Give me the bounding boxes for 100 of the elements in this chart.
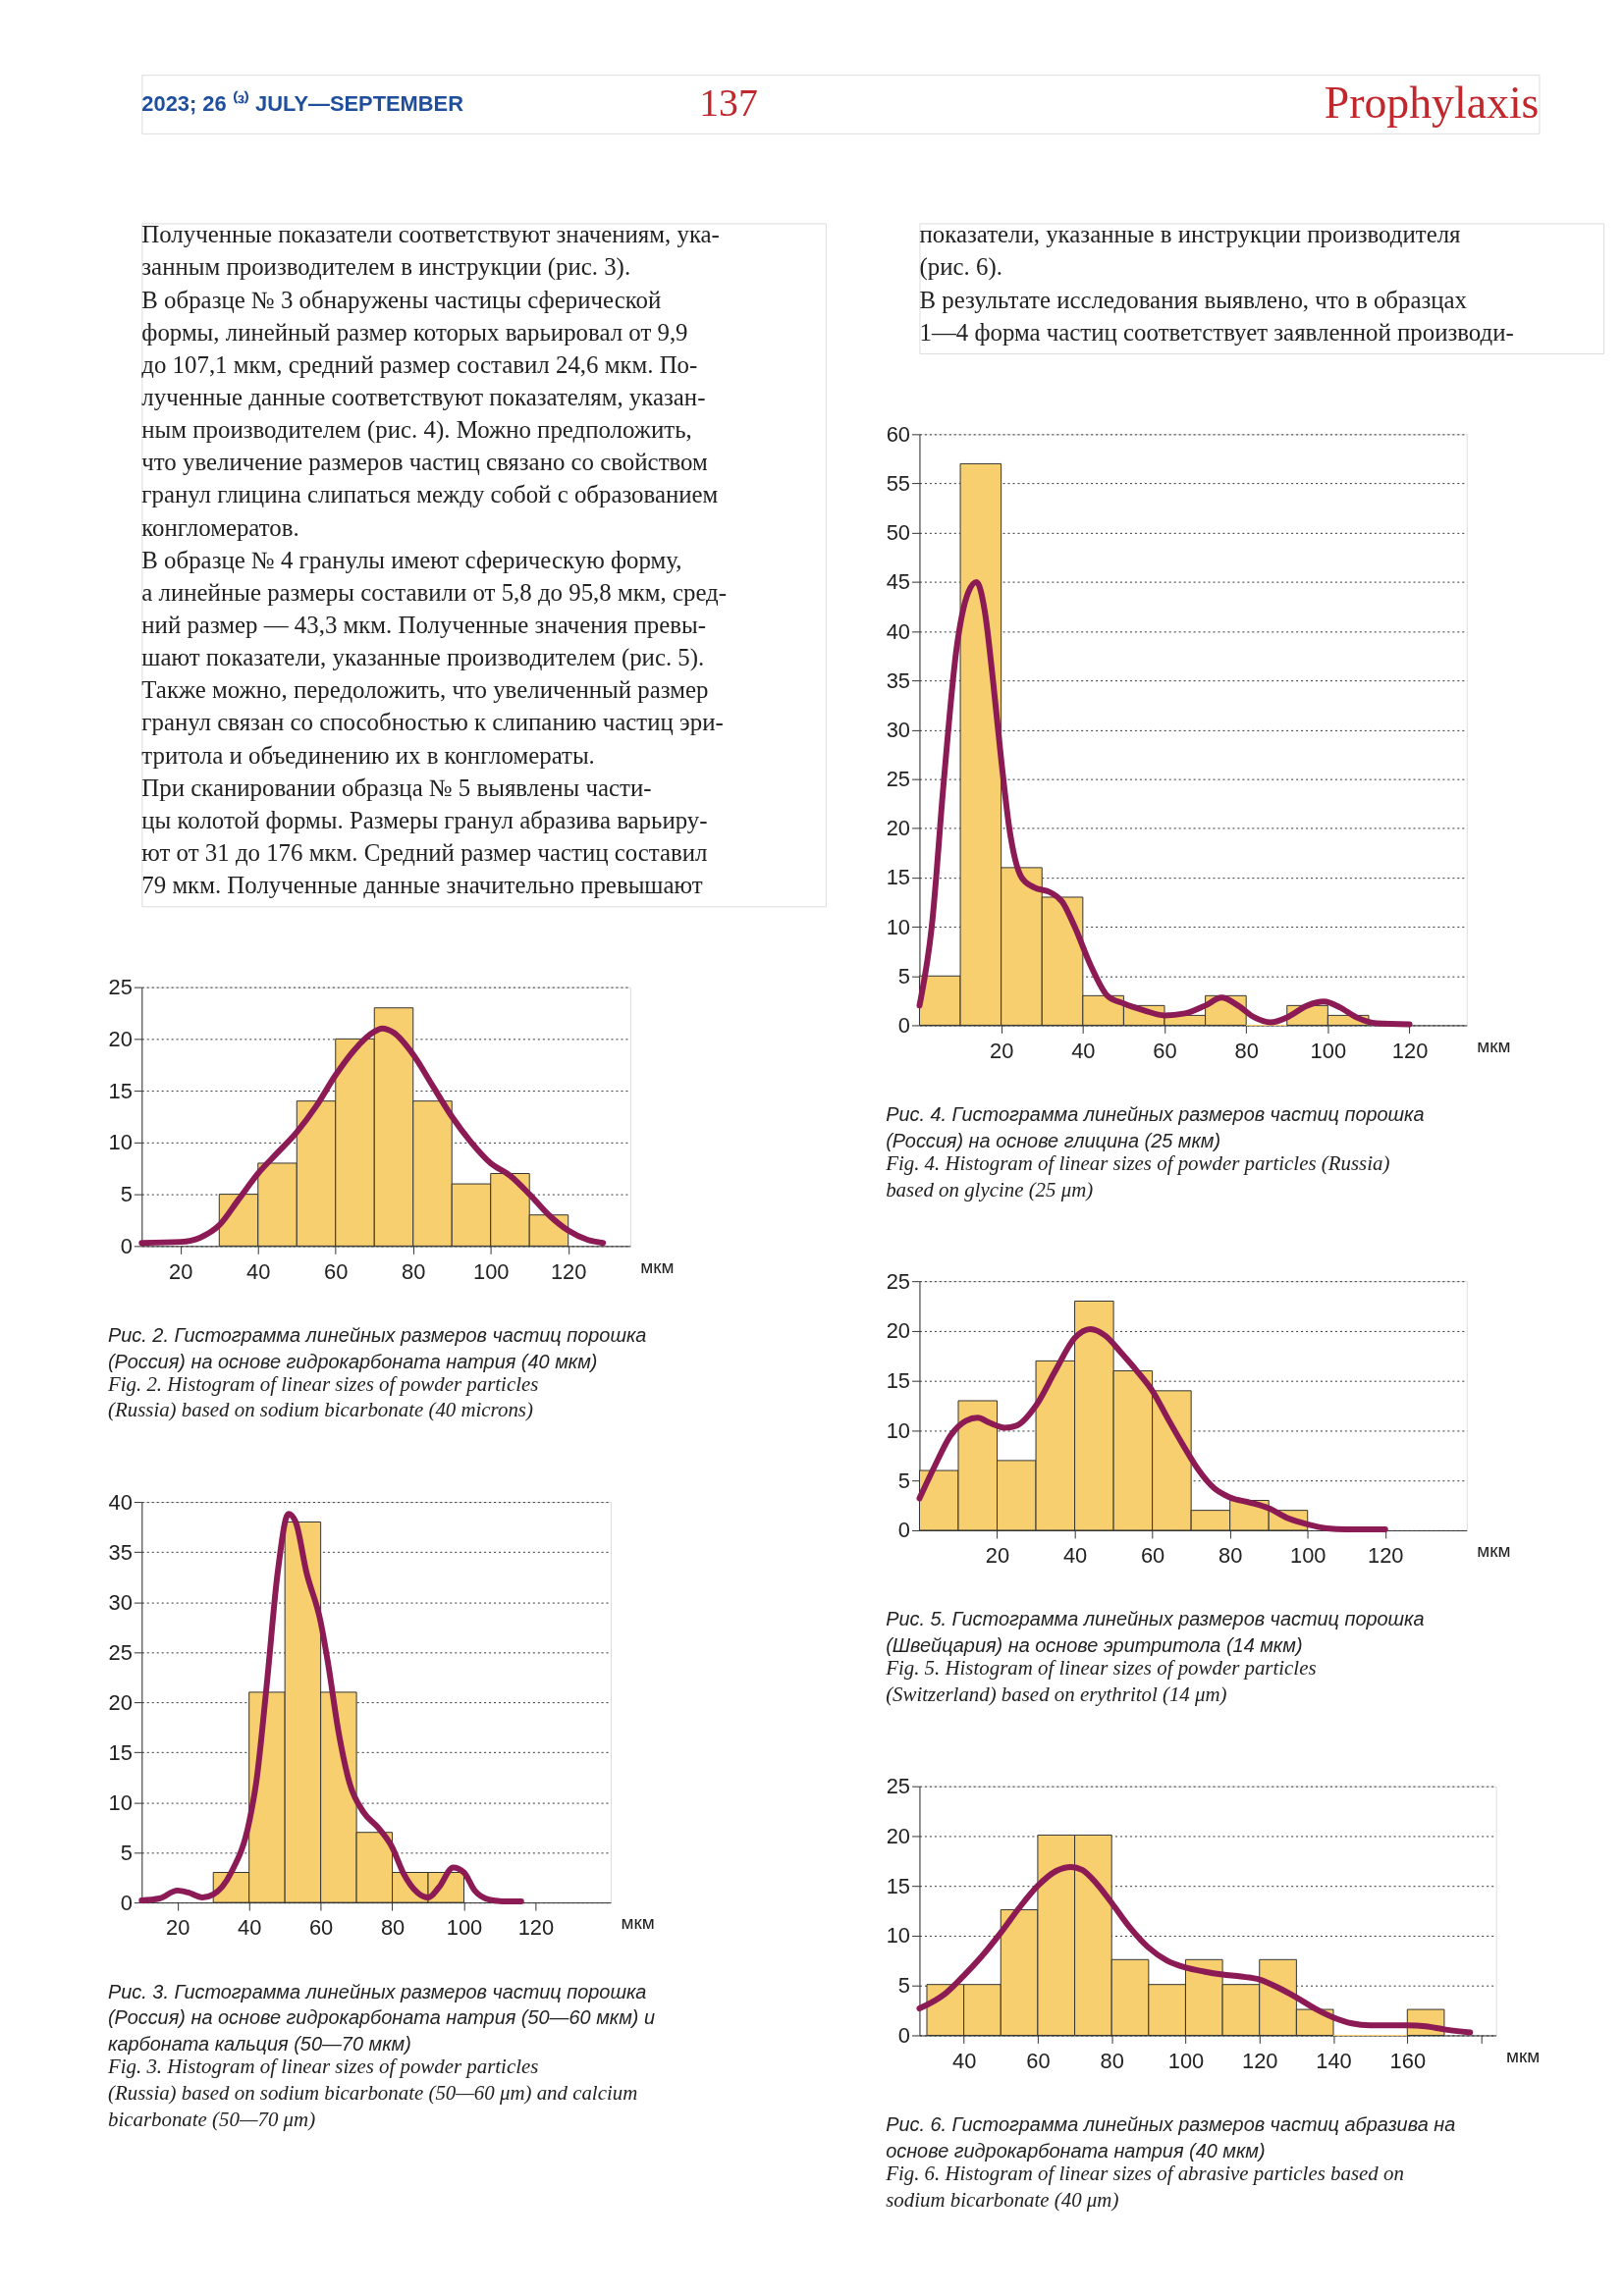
x-tick-label: 20 xyxy=(985,1543,1010,1569)
y-tick-label: 20 xyxy=(108,1689,133,1715)
x-tick-label: 20 xyxy=(166,1915,190,1941)
text: Fig. 4. Histogram of linear sizes of powder particles (Russia) based on glycine (25 μm) xyxy=(885,1150,1390,1201)
x-tick-label: 100 xyxy=(1310,1038,1347,1063)
x-tick-label: 120 xyxy=(1391,1038,1429,1063)
text: Fig. 2. Histogram of linear sizes of powder particles (Russia) based on sodium bicarbonate (40 microns) xyxy=(107,1371,539,1422)
x-tick-label: 60 xyxy=(1140,1543,1165,1569)
y-tick-label: 55 xyxy=(886,470,911,496)
x-tick-label: 20 xyxy=(989,1038,1014,1063)
text: 2023; 26 ⁽³⁾ JULY—SEPTEMBER xyxy=(141,89,464,116)
y-tick-label: 15 xyxy=(886,1873,911,1898)
x-tick-label: 140 xyxy=(1316,2048,1352,2073)
text: занным производителем в инструкции (рис. 3). xyxy=(141,253,631,282)
text: тритола и объединению их в конгломераты. xyxy=(141,741,595,769)
y-tick-label: 10 xyxy=(886,1417,911,1443)
text: Fig. 3. Histogram of linear sizes of powder particles (Russia) based on sodium bicarbonate (50—60 μm) and calcium bicarbonate (50—70 μm) xyxy=(107,2055,638,2132)
text: ют от 31 до 176 мкм. Средний размер частиц составил xyxy=(141,838,708,866)
y-tick-label: 5 xyxy=(897,1468,911,1493)
text: лученные данные соответствуют показателям, указан- xyxy=(141,383,706,410)
x-tick-label: 120 xyxy=(1241,2048,1278,2073)
x-tick-label: 80 xyxy=(1234,1038,1259,1063)
x-tick-label: 20 xyxy=(169,1258,193,1284)
text: Полученные показатели соответствуют значениям, ука- xyxy=(141,221,720,248)
text: что увеличение размеров частиц связано со свойством xyxy=(141,449,709,476)
y-tick-label: 5 xyxy=(897,1973,911,1999)
y-tick-label: 20 xyxy=(886,816,911,841)
text: Рис. 3. Гистограмма линейных размеров частиц порошка (Россия) на основе гидрокарбоната натрия (50—60 мкм) и карбоната кальция (50—70 мкм) xyxy=(108,1980,656,2056)
y-tick-label: 10 xyxy=(108,1130,133,1155)
text: В образце № 4 гранулы имеют сферическую форму, xyxy=(141,546,682,573)
x-tick-label: 60 xyxy=(1153,1038,1177,1063)
text: При сканировании образца № 5 выявлены части- xyxy=(141,774,652,801)
text: конгломератов. xyxy=(141,513,299,541)
text: ным производителем (рис. 4). Можно предположить, xyxy=(141,416,692,445)
x-tick-label: 40 xyxy=(246,1258,271,1284)
y-tick-label: 60 xyxy=(886,421,911,447)
y-tick-label: 25 xyxy=(108,1639,133,1665)
x-tick-label: 100 xyxy=(1167,2048,1205,2073)
x-tick-label: 100 xyxy=(1289,1543,1326,1569)
x-tick-label: 80 xyxy=(380,1915,406,1941)
text: Рис. 5. Гистограмма линейных размеров частиц порошка (Швейцария) на основе эритритола (14 мкм) xyxy=(886,1608,1425,1657)
x-tick-label: 100 xyxy=(446,1915,483,1941)
y-tick-label: 35 xyxy=(108,1539,133,1565)
text: Рис. 2. Гистограмма линейных размеров частиц порошка (Россия) на основе гидрокарбоната натрия (40 мкм) xyxy=(108,1323,647,1372)
y-tick-label: 25 xyxy=(108,975,133,1000)
x-axis-title: мкм xyxy=(621,1912,655,1934)
text: Рис. 6. Гистограмма линейных размеров частиц абразива на основе гидрокарбоната натрия (40 мкм) xyxy=(886,2112,1456,2162)
y-tick-label: 40 xyxy=(108,1489,133,1515)
text: гранул глицина слипаться между собой с образованием xyxy=(141,481,719,508)
text: Fig. 6. Histogram of linear sizes of abrasive particles based on sodium bicarbonate (40 μm) xyxy=(885,2161,1404,2212)
y-tick-label: 50 xyxy=(886,520,911,546)
x-tick-label: 100 xyxy=(472,1258,510,1284)
text: Fig. 5. Histogram of linear sizes of powder particles (Switzerland) based on erythritol (14 μm) xyxy=(885,1656,1317,1707)
y-tick-label: 35 xyxy=(886,667,911,693)
y-tick-label: 10 xyxy=(886,1923,911,1949)
y-tick-label: 15 xyxy=(886,1368,911,1394)
x-tick-label: 60 xyxy=(324,1258,349,1284)
text: ний размер — 43,3 мкм. Полученные значения превы- xyxy=(141,611,706,638)
text: показатели, указанные в инструкции производителя xyxy=(919,221,1461,248)
y-tick-label: 15 xyxy=(108,1739,133,1765)
y-tick-label: 10 xyxy=(886,914,911,939)
x-tick-label: 120 xyxy=(550,1258,587,1284)
text: В результате исследования выявлено, что в образцах xyxy=(919,286,1468,313)
x-axis-title: мкм xyxy=(1506,2045,1541,2066)
text: шают показатели, указанные производителем (рис. 5). xyxy=(141,644,705,672)
x-tick-label: 80 xyxy=(1100,2048,1124,2073)
y-tick-label: 0 xyxy=(897,1012,911,1038)
text: а линейные размеры составили от 5,8 до 95,8 мкм, сред- xyxy=(141,578,728,606)
y-tick-label: 40 xyxy=(886,618,911,644)
text: формы, линейный размер которых варьировал от 9,9 xyxy=(141,318,688,346)
y-tick-label: 25 xyxy=(886,1268,911,1294)
text: Также можно, передоложить, что увеличенный размер xyxy=(141,676,709,704)
text: Рис. 4. Гистограмма линейных размеров частиц порошка (Россия) на основе глицина (25 мкм) xyxy=(886,1102,1425,1151)
x-axis-title: мкм xyxy=(1477,1540,1511,1562)
text: 79 мкм. Полученные данные значительно превышают xyxy=(141,872,703,899)
x-tick-label: 160 xyxy=(1389,2048,1427,2073)
x-tick-label: 80 xyxy=(1218,1543,1243,1569)
y-tick-label: 45 xyxy=(886,569,911,595)
y-tick-label: 0 xyxy=(897,1518,911,1543)
y-tick-label: 5 xyxy=(897,963,911,988)
x-tick-label: 80 xyxy=(402,1258,426,1284)
y-tick-label: 25 xyxy=(886,767,911,792)
x-axis-title: мкм xyxy=(640,1255,675,1277)
x-tick-label: 60 xyxy=(1026,2048,1051,2073)
text: 1—4 форма частиц соответствует заявленной производи- xyxy=(919,318,1514,346)
y-tick-label: 5 xyxy=(120,1840,133,1865)
y-tick-label: 15 xyxy=(108,1078,133,1103)
x-tick-label: 40 xyxy=(951,2048,977,2073)
y-tick-label: 15 xyxy=(886,865,911,890)
x-tick-label: 40 xyxy=(238,1915,262,1941)
y-tick-label: 30 xyxy=(108,1589,133,1615)
text: цы колотой формы. Размеры гранул абразива варьиру- xyxy=(141,806,708,833)
text: гранул связан со способностью к слипанию частиц эри- xyxy=(141,709,724,736)
y-tick-label: 10 xyxy=(108,1789,133,1815)
y-tick-label: 5 xyxy=(120,1182,133,1207)
x-tick-label: 40 xyxy=(1071,1038,1096,1063)
text: Prophylaxis xyxy=(1324,77,1540,128)
text: (рис. 6). xyxy=(919,253,1002,282)
text: до 107,1 мкм, средний размер составил 24,6 мкм. По- xyxy=(141,350,698,378)
x-tick-label: 60 xyxy=(308,1915,334,1941)
